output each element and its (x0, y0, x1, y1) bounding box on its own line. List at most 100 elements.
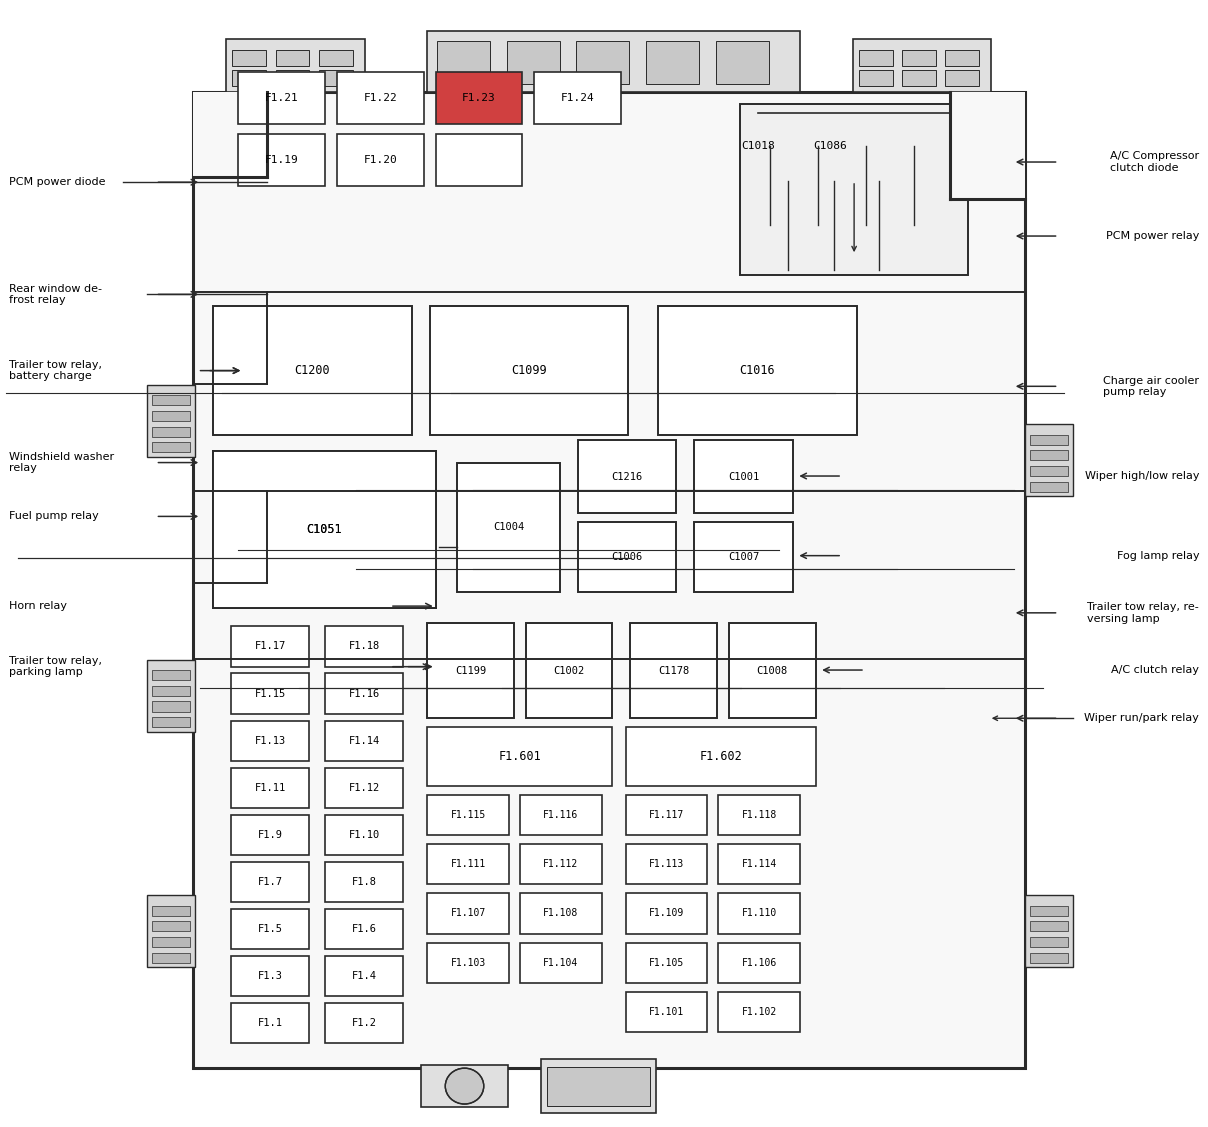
Text: F1.113: F1.113 (649, 859, 684, 869)
Text: C1004: C1004 (493, 522, 524, 532)
Text: F1.103: F1.103 (451, 958, 486, 968)
Bar (534, 72, 621, 124)
Text: F1.602: F1.602 (699, 749, 742, 763)
Text: F1.3: F1.3 (257, 971, 283, 982)
Bar (519, 942, 602, 983)
Bar (1029, 450, 1068, 460)
Text: F1.9: F1.9 (257, 829, 283, 840)
Bar (238, 72, 325, 124)
Bar (951, 92, 1024, 199)
Text: F1.101: F1.101 (649, 1008, 684, 1017)
Text: F1.14: F1.14 (348, 736, 379, 746)
Bar (147, 385, 196, 456)
Bar (519, 795, 602, 835)
Bar (428, 942, 509, 983)
Text: C1051: C1051 (307, 523, 342, 536)
Text: C1051: C1051 (307, 523, 342, 536)
Bar (213, 305, 412, 435)
Bar (231, 862, 309, 903)
Text: C1008: C1008 (756, 666, 788, 675)
Bar (577, 441, 676, 513)
Text: F1.5: F1.5 (257, 924, 283, 934)
Bar (719, 942, 800, 983)
Bar (1029, 905, 1068, 915)
Bar (231, 815, 309, 855)
Text: F1.19: F1.19 (265, 154, 298, 165)
Text: F1.104: F1.104 (544, 958, 579, 968)
Bar (631, 623, 718, 718)
Bar (1029, 435, 1068, 445)
Bar (626, 795, 708, 835)
Bar (716, 41, 768, 83)
Text: Horn relay: Horn relay (8, 601, 66, 611)
Bar (325, 862, 403, 903)
Text: F1.10: F1.10 (348, 829, 379, 840)
Text: F1.24: F1.24 (561, 94, 594, 103)
Text: C1006: C1006 (611, 552, 643, 561)
Text: F1.16: F1.16 (348, 689, 379, 699)
Text: C1001: C1001 (728, 471, 759, 481)
Text: F1.13: F1.13 (255, 736, 286, 746)
Bar (231, 767, 309, 808)
Bar (325, 674, 403, 713)
Bar (275, 70, 309, 86)
Text: C1007: C1007 (728, 552, 759, 561)
Text: F1.117: F1.117 (649, 809, 684, 819)
Bar (319, 50, 353, 65)
Text: F1.8: F1.8 (352, 877, 377, 887)
Text: PCM power relay: PCM power relay (1105, 231, 1200, 241)
Text: F1.601: F1.601 (499, 749, 541, 763)
Bar (658, 305, 856, 435)
Bar (646, 41, 699, 83)
Bar (853, 38, 992, 92)
Text: C1199: C1199 (455, 666, 486, 675)
Bar (719, 795, 800, 835)
Bar (193, 92, 1024, 1068)
Bar (325, 908, 403, 949)
Text: F1.118: F1.118 (742, 809, 777, 819)
Text: Wiper high/low relay: Wiper high/low relay (1085, 471, 1200, 481)
Bar (152, 685, 191, 695)
Text: F1.111: F1.111 (451, 859, 486, 869)
Bar (437, 41, 489, 83)
Text: F1.112: F1.112 (544, 859, 579, 869)
Bar (946, 50, 980, 65)
Bar (325, 1003, 403, 1044)
Text: PCM power diode: PCM power diode (8, 177, 105, 187)
Bar (902, 70, 936, 86)
Bar (730, 623, 815, 718)
Bar (152, 952, 191, 962)
Text: F1.106: F1.106 (742, 958, 777, 968)
Text: F1.18: F1.18 (348, 641, 379, 651)
Bar (739, 104, 969, 275)
Bar (231, 720, 309, 761)
Bar (325, 627, 403, 667)
Text: C1086: C1086 (813, 141, 847, 151)
Bar (152, 396, 191, 406)
Bar (231, 956, 309, 996)
Text: Fuel pump relay: Fuel pump relay (8, 512, 99, 522)
Bar (547, 1067, 650, 1107)
Text: Fog lamp relay: Fog lamp relay (1116, 551, 1200, 560)
Bar (859, 70, 893, 86)
Bar (626, 942, 708, 983)
Text: F1.109: F1.109 (649, 908, 684, 919)
Bar (428, 795, 509, 835)
Bar (213, 451, 436, 609)
Bar (719, 992, 800, 1032)
Text: F1.2: F1.2 (352, 1019, 377, 1028)
Bar (1029, 937, 1068, 947)
Bar (337, 134, 424, 186)
Bar (147, 660, 196, 731)
Text: A/C Compressor
clutch diode: A/C Compressor clutch diode (1110, 151, 1200, 172)
Bar (902, 50, 936, 65)
Text: C1216: C1216 (611, 471, 643, 481)
Text: Trailer tow relay,
parking lamp: Trailer tow relay, parking lamp (8, 656, 101, 677)
Text: F1.11: F1.11 (255, 783, 286, 792)
Text: F1.23: F1.23 (463, 94, 495, 103)
Bar (325, 767, 403, 808)
Bar (519, 894, 602, 933)
Bar (152, 937, 191, 947)
Bar (231, 908, 309, 949)
Bar (1029, 481, 1068, 491)
